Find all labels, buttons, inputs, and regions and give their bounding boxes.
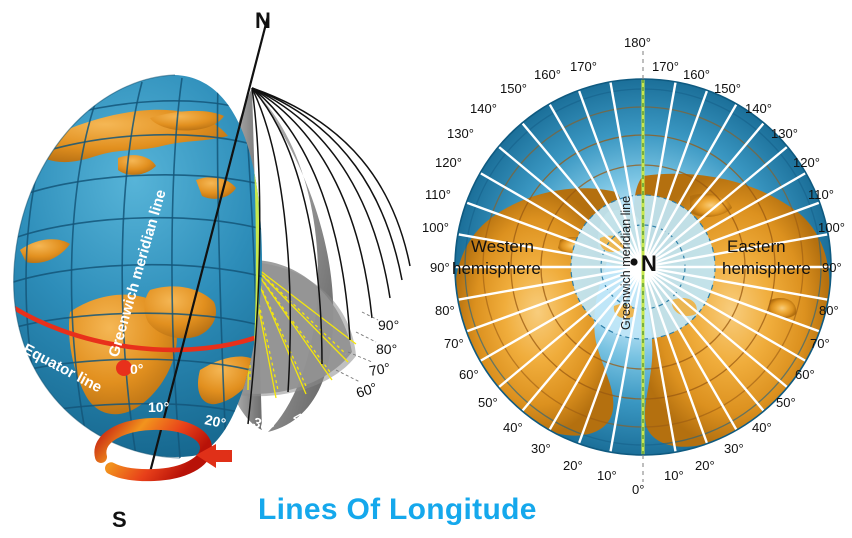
- south-pole-label: S: [112, 507, 127, 532]
- svg-text:170°: 170°: [652, 59, 679, 74]
- svg-text:60°: 60°: [459, 367, 479, 382]
- eastern-hemisphere-label: Eastern hemisphere: [722, 237, 811, 278]
- svg-text:80°: 80°: [435, 303, 455, 318]
- rotation-arrow: [94, 417, 232, 482]
- svg-text:hemisphere: hemisphere: [722, 259, 811, 278]
- north-pole-label: N: [255, 8, 271, 33]
- equator-line: [13, 297, 262, 353]
- globe-outline: [13, 74, 181, 459]
- svg-text:20°: 20°: [203, 411, 227, 431]
- svg-text:110°: 110°: [425, 187, 451, 202]
- svg-text:50°: 50°: [776, 395, 796, 410]
- zero-degree-label: 0°: [130, 361, 143, 377]
- svg-text:20°: 20°: [695, 458, 715, 473]
- pole-dot: [630, 258, 638, 266]
- svg-text:30°: 30°: [251, 414, 276, 436]
- left-globe-group: 10° 20° 30° 40° 50° 60° 70° 80° 90° Equa…: [13, 8, 411, 532]
- svg-text:160°: 160°: [683, 67, 710, 82]
- svg-text:60°: 60°: [354, 379, 379, 401]
- svg-text:Eastern: Eastern: [727, 237, 786, 256]
- svg-text:80°: 80°: [376, 341, 397, 357]
- svg-text:170°: 170°: [570, 59, 597, 74]
- meridian-arcs-black: [247, 87, 411, 425]
- svg-text:110°: 110°: [808, 187, 834, 202]
- polar-greenwich-label: Greenwich meridian line: [619, 196, 633, 330]
- left-edge-degree-labels: 60° 70° 80° 90°: [335, 311, 399, 401]
- svg-text:30°: 30°: [724, 441, 744, 456]
- polar-180-label: 180°: [624, 35, 651, 50]
- svg-text:80°: 80°: [819, 303, 839, 318]
- east-degree-labels: 10° 20° 30° 40° 50° 60° 70° 80° 90° 100°…: [652, 59, 845, 483]
- svg-text:90°: 90°: [430, 260, 450, 275]
- west-degree-labels: 10° 20° 30° 40° 50° 60° 70° 80° 90° 100°…: [422, 59, 617, 483]
- polar-zero-label: 0°: [632, 482, 644, 497]
- svg-text:150°: 150°: [500, 81, 527, 96]
- svg-text:50°: 50°: [325, 384, 351, 407]
- western-hemisphere-label: Western hemisphere: [452, 237, 541, 278]
- svg-text:100°: 100°: [422, 220, 449, 235]
- svg-text:70°: 70°: [810, 336, 830, 351]
- svg-text:90°: 90°: [378, 317, 399, 333]
- svg-text:hemisphere: hemisphere: [452, 259, 541, 278]
- svg-text:Western: Western: [471, 237, 534, 256]
- zero-degree-marker: [116, 360, 132, 376]
- svg-text:40°: 40°: [503, 420, 523, 435]
- svg-text:130°: 130°: [447, 126, 474, 141]
- svg-text:10°: 10°: [664, 468, 684, 483]
- graticule-parallels: [13, 100, 262, 413]
- svg-text:50°: 50°: [478, 395, 498, 410]
- svg-text:10°: 10°: [597, 468, 617, 483]
- svg-text:100°: 100°: [818, 220, 845, 235]
- svg-text:140°: 140°: [470, 101, 497, 116]
- svg-text:90°: 90°: [822, 260, 842, 275]
- svg-text:120°: 120°: [435, 155, 462, 170]
- svg-text:70°: 70°: [368, 360, 392, 379]
- svg-text:30°: 30°: [531, 441, 551, 456]
- svg-text:70°: 70°: [444, 336, 464, 351]
- svg-text:160°: 160°: [534, 67, 561, 82]
- svg-text:150°: 150°: [714, 81, 741, 96]
- svg-text:120°: 120°: [793, 155, 820, 170]
- svg-text:40°: 40°: [752, 420, 772, 435]
- svg-text:20°: 20°: [563, 458, 583, 473]
- svg-text:60°: 60°: [795, 367, 815, 382]
- right-globe-group: N Greenwich meridian line Western hemisp…: [422, 35, 845, 497]
- rotation-axis: [146, 15, 270, 481]
- svg-text:10°: 10°: [148, 399, 169, 415]
- polar-meridians: [455, 81, 831, 455]
- page-title: Lines Of Longitude: [258, 493, 537, 526]
- polar-north-label: N: [641, 251, 657, 276]
- svg-text:140°: 140°: [745, 101, 772, 116]
- svg-text:130°: 130°: [771, 126, 798, 141]
